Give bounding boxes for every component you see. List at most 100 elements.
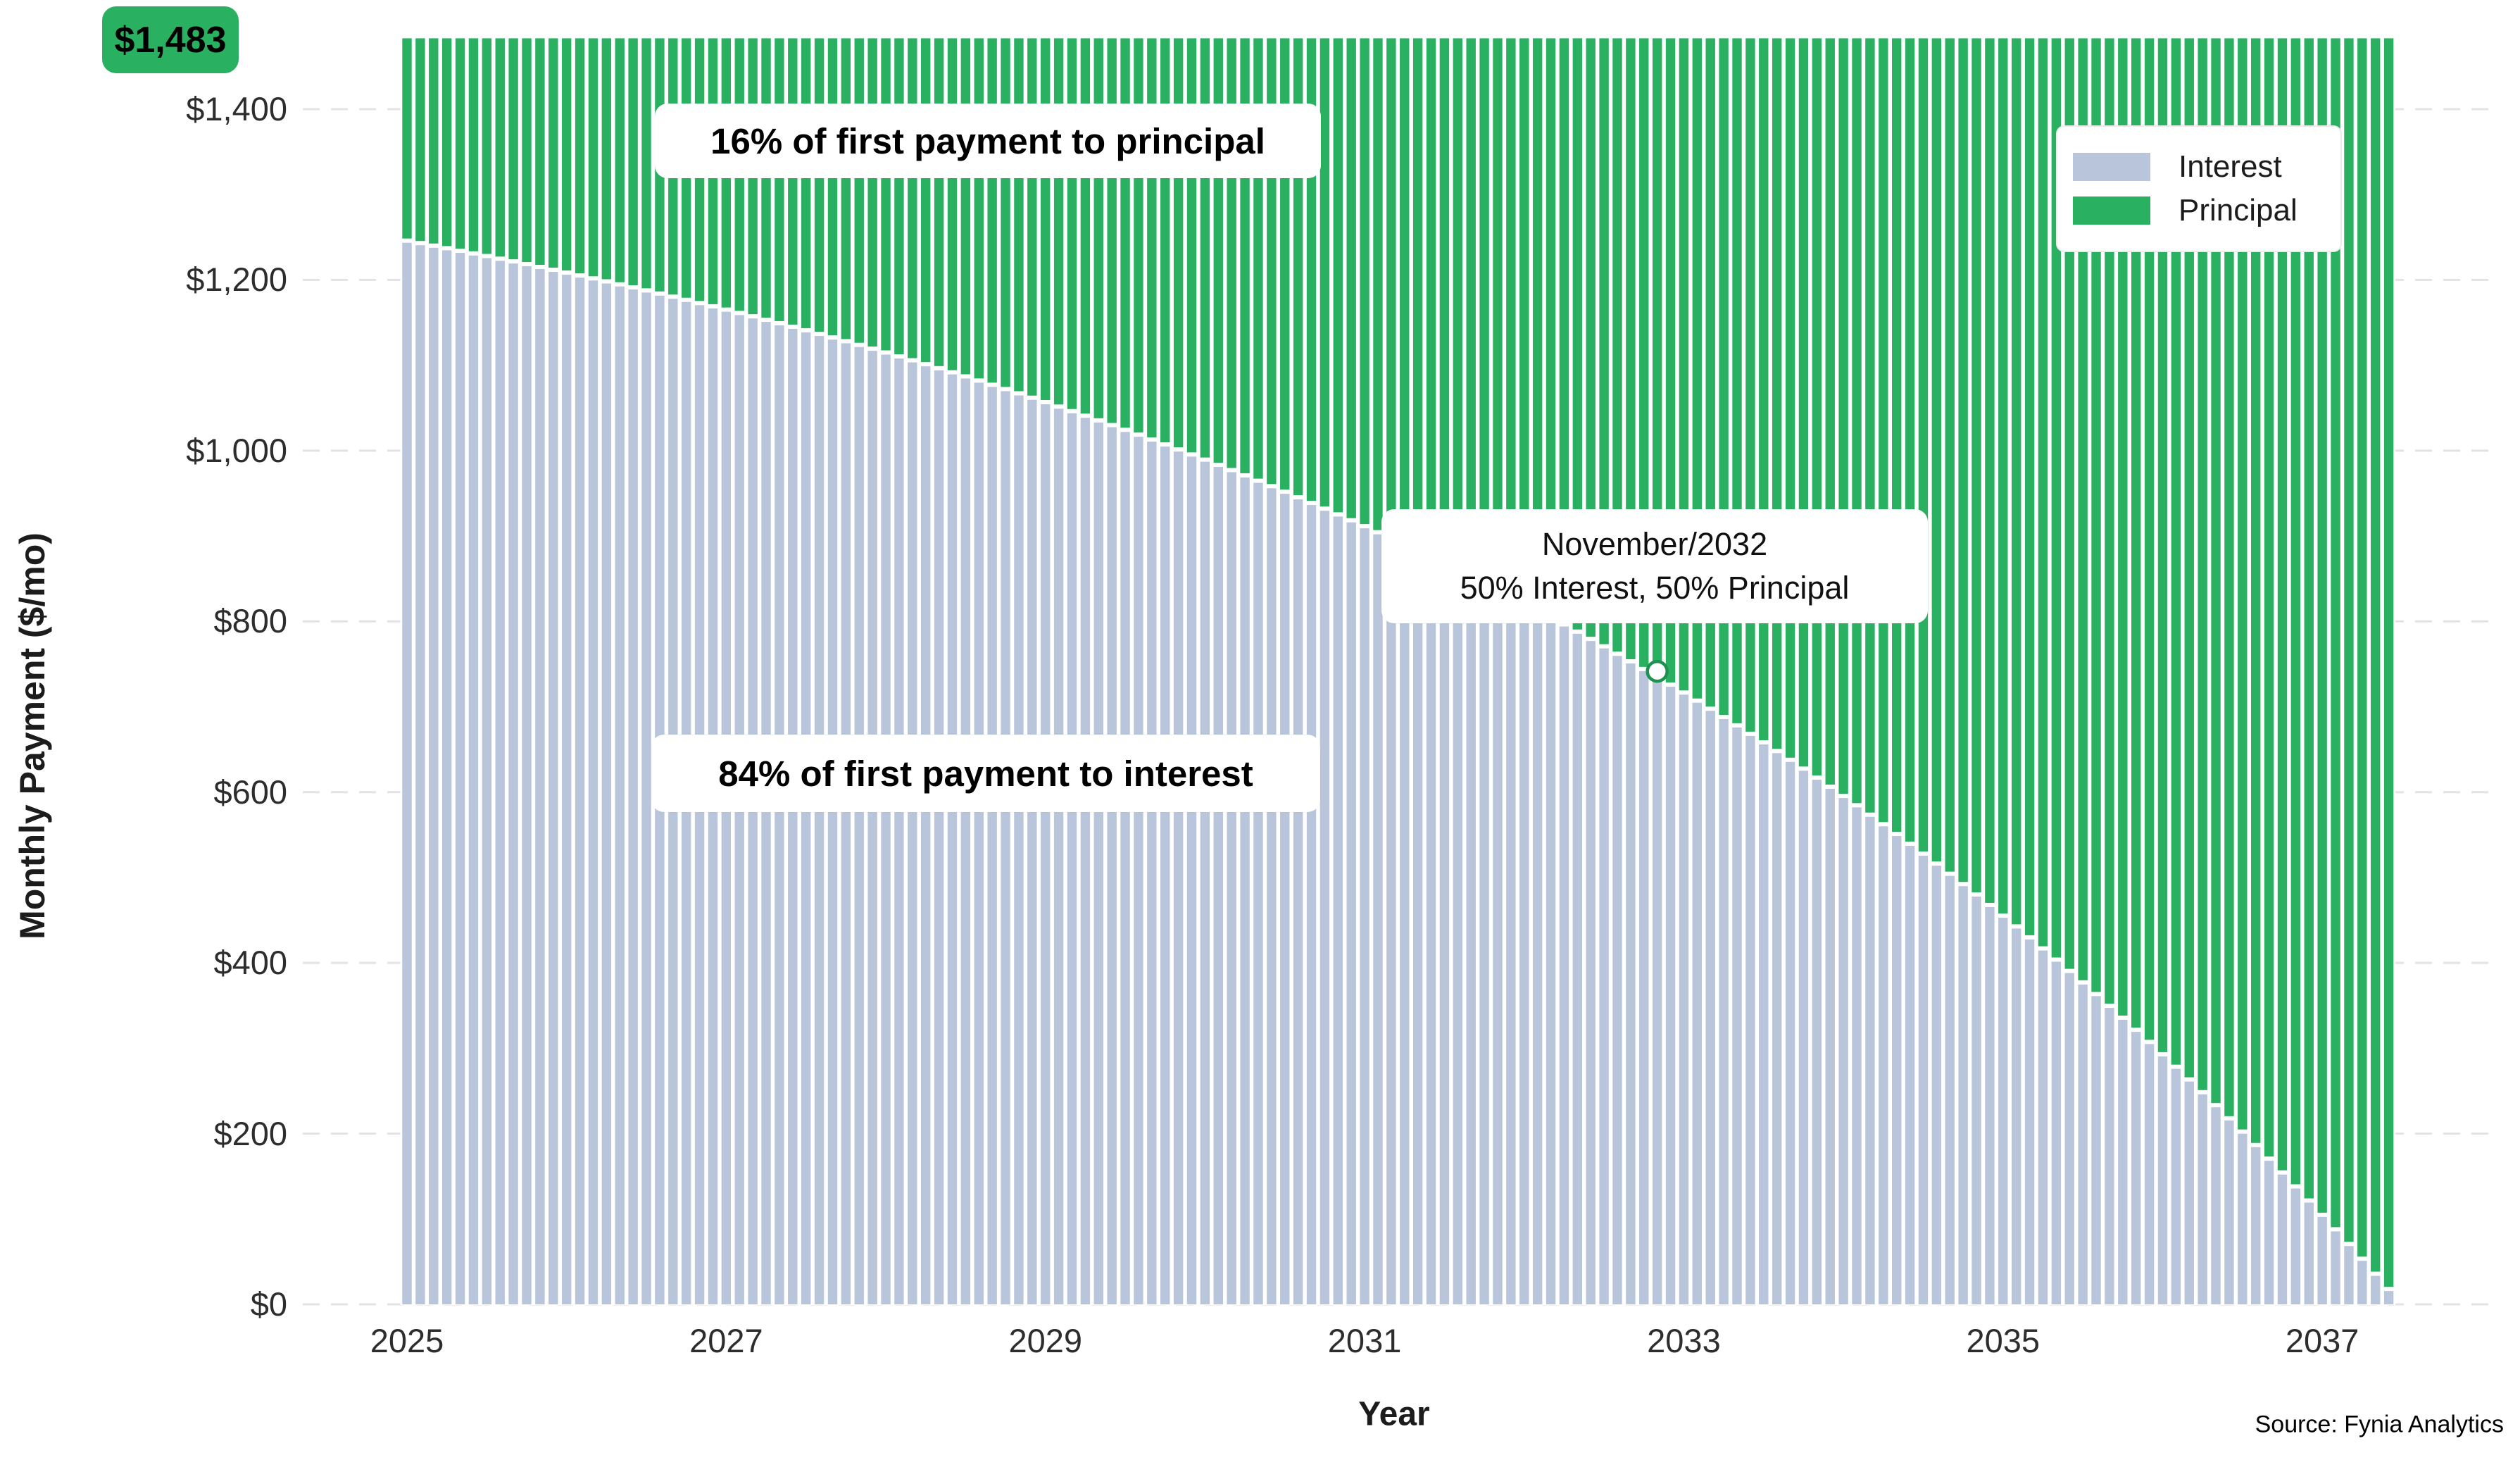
interest-bar-segment [1931, 866, 1942, 1304]
interest-bar-segment [1173, 451, 1184, 1304]
principal-bar-segment [1626, 38, 1636, 660]
principal-bar-segment [1572, 38, 1583, 630]
interest-bar-segment [1772, 753, 1782, 1304]
interest-bar-segment [468, 255, 479, 1304]
principal-bar-segment [1759, 38, 1769, 741]
principal-bar-segment [2157, 38, 2168, 1052]
principal-bar-segment [1067, 38, 1077, 409]
interest-bar-segment [1426, 559, 1436, 1304]
principal-bar-segment [1772, 38, 1782, 749]
interest-bar-segment [1719, 719, 1729, 1304]
interest-bar-segment [2264, 1161, 2274, 1304]
interest-bar-segment [2371, 1275, 2381, 1304]
interest-bar-segment [1360, 528, 1369, 1305]
interest-bar-segment [1373, 534, 1383, 1304]
interest-bar-segment [814, 336, 825, 1305]
principal-bar-segment [535, 38, 545, 266]
interest-bar-segment [441, 250, 452, 1304]
interest-bar-segment [1865, 816, 1875, 1304]
principal-bar-segment [1027, 38, 1037, 396]
interest-bar-segment [1466, 578, 1476, 1304]
principal-bar-segment [867, 38, 877, 347]
principal-bar-segment [429, 38, 439, 244]
principal-bar-segment [1053, 38, 1064, 405]
interest-bar-segment [2184, 1081, 2194, 1304]
interest-bar-segment [2344, 1246, 2354, 1304]
principal-bar-segment [2051, 38, 2062, 958]
interest-bar-segment [455, 253, 465, 1304]
interest-bar-segment [402, 242, 412, 1304]
interest-bar-segment [2091, 996, 2101, 1304]
principal-bar-segment [1546, 38, 1556, 616]
principal-bar-segment [1426, 38, 1436, 555]
principal-bar-segment [960, 38, 971, 375]
principal-bar-segment [2331, 38, 2340, 1228]
y-tick-label: $1,400 [186, 90, 287, 127]
interest-bar-segment [1067, 413, 1077, 1304]
interest-bar-segment [1014, 395, 1024, 1304]
principal-bar-segment [628, 38, 638, 286]
principal-bar-segment [1812, 38, 1822, 776]
interest-bar-segment [2211, 1107, 2221, 1304]
principal-bar-segment [1373, 38, 1383, 530]
interest-bar-segment [1453, 572, 1463, 1304]
interest-bar-segment [561, 275, 572, 1304]
principal-bar-segment [601, 38, 612, 280]
principal-bar-segment [441, 38, 452, 247]
interest-bar-segment [1759, 744, 1769, 1304]
principal-bar-segment [1998, 38, 2008, 914]
principal-bar-segment [814, 38, 825, 332]
principal-bar-segment [1319, 38, 1330, 507]
interest-bar-segment [1280, 494, 1290, 1304]
principal-bar-segment [1360, 38, 1369, 525]
interest-bar-segment [2051, 961, 2062, 1304]
interest-bar-segment [2251, 1147, 2261, 1304]
principal-bar-segment [1453, 38, 1463, 568]
interest-bar-segment [508, 263, 518, 1304]
interest-bar-segment [1160, 447, 1170, 1304]
interest-bar-segment [854, 347, 864, 1305]
interest-bar-segment [2118, 1019, 2128, 1304]
interest-bar-segment [2224, 1120, 2234, 1304]
principal-bar-segment [2211, 38, 2221, 1104]
principal-bar-segment [508, 38, 518, 260]
interest-bar-segment [2131, 1032, 2141, 1304]
principal-bar-segment [1879, 38, 1888, 823]
interest-bar-segment [1532, 612, 1543, 1304]
interest-bar-segment [2317, 1216, 2327, 1304]
interest-bar-segment [1080, 418, 1091, 1304]
interest-bar-segment [1838, 798, 1848, 1304]
principal-bar-segment [854, 38, 864, 343]
principal-bar-segment [482, 38, 492, 254]
legend-item-principal[interactable]: Principal [2057, 193, 2340, 228]
interest-bar-segment [960, 378, 971, 1304]
interest-bar-segment [601, 283, 612, 1304]
interest-bar-segment [2357, 1261, 2367, 1304]
interest-bar-segment [1879, 826, 1888, 1304]
interest-bar-segment [1945, 875, 1955, 1304]
principal-bar-segment [934, 38, 944, 366]
principal-bar-segment [2317, 38, 2327, 1213]
principal-bar-segment [1173, 38, 1184, 448]
principal-bar-segment [495, 38, 505, 257]
principal-bar-segment [2304, 38, 2314, 1199]
principal-bar-segment [1559, 38, 1569, 623]
legend-item-interest[interactable]: Interest [2057, 149, 2340, 185]
interest-bar-segment [2171, 1068, 2181, 1304]
interest-bar-segment [1333, 516, 1343, 1305]
interest-bar-segment [1626, 663, 1636, 1304]
principal-bar-segment [1412, 38, 1423, 549]
principal-bar-segment [548, 38, 558, 268]
x-tick-label: 2029 [1008, 1322, 1082, 1359]
principal-bar-segment [1931, 38, 1942, 862]
interest-bar-segment [2238, 1133, 2248, 1304]
interest-bar-segment [548, 272, 558, 1304]
interest-bar-segment [535, 269, 545, 1305]
interest-bar-segment [1240, 477, 1250, 1304]
principal-bar-segment [1599, 38, 1609, 644]
interest-bar-segment [415, 245, 425, 1305]
interest-bar-segment [1546, 619, 1556, 1304]
principal-bar-segment [1213, 38, 1223, 463]
principal-bar-segment [1041, 38, 1051, 400]
